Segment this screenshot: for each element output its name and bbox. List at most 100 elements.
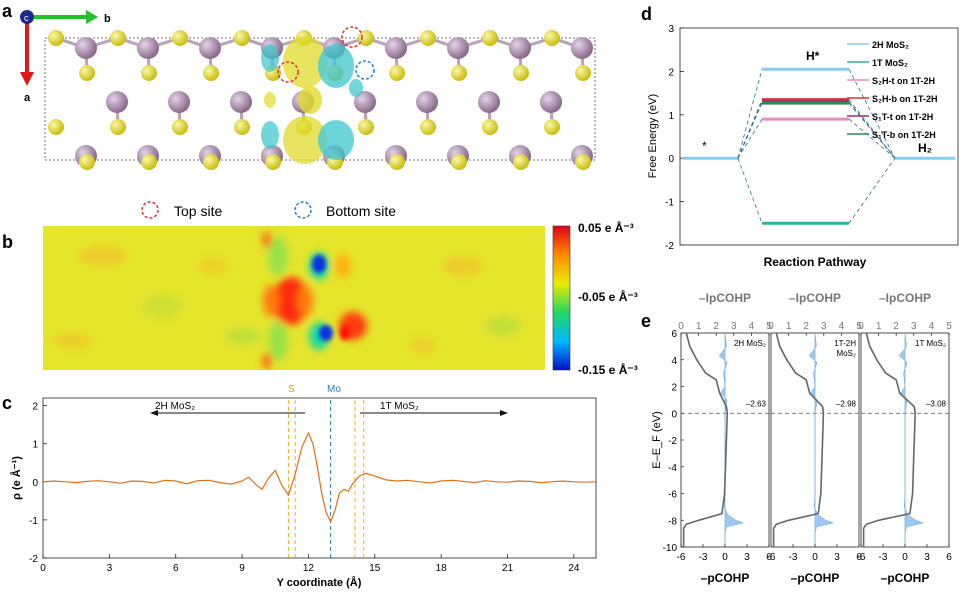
plot-d-ylabel: Free Energy (eV) [647,94,659,178]
bottom-tick-label: 0 [722,552,728,563]
panel-b: b [2,220,638,377]
subpanel-name: 1T-2H [834,339,856,348]
y-tick-label: 0 [668,154,674,165]
mo-atom [447,37,469,59]
icohp-value: –3.08 [926,400,947,409]
y-tick-label: 2 [32,402,38,413]
mo-atom [75,37,97,59]
panel-e-label: e [641,311,651,331]
s-atom [513,154,529,170]
arrow-2h-label: 2H MoS₂ [155,401,195,412]
connector [848,102,896,159]
s-atom [234,30,250,46]
mo-atom [478,91,500,113]
s-atom [203,154,219,170]
y-tick-label: -2 [668,436,677,447]
legend-top-site: Top site [174,203,222,219]
mo-atom [354,91,376,113]
s-atom [48,30,64,46]
bottom-tick-label: -3 [879,552,888,563]
top-tick-label: 5 [856,321,862,332]
plot-d-xlabel: Reaction Pathway [764,255,867,269]
pcohp-area [808,332,835,547]
mo-atom [540,91,562,113]
y-tick-label: 4 [671,356,677,367]
x-tick-label: 0 [40,563,46,574]
s-atom [172,119,188,135]
state-mid-label: H* [806,49,820,63]
connector [737,69,763,159]
top-tick-label: 4 [929,321,935,332]
top-tick-label: 0 [768,321,774,332]
top-tick-label: 0 [678,321,684,332]
top-site-marker-2 [277,61,299,83]
y-tick-label: -4 [668,463,677,474]
pcohp-area [898,332,925,547]
ipcohp-curve [682,332,729,547]
bottom-axis-label: –pCOHP [881,571,930,585]
y-tick-label: -1 [665,198,674,209]
top-tick-label: 3 [731,321,737,332]
top-axis-label: –IpCOHP [879,291,931,305]
s-atom [358,119,374,135]
charge-isosurface [261,36,363,164]
ipcohp-curve [862,332,917,547]
plot-d-frame [679,27,959,246]
plot-d-legend: 2H MoS₂ 1T MoS₂ S₂H-t on 1T-2H S₂H-b on 1T-… [847,40,938,140]
bottom-tick-label: -6 [677,552,686,563]
mo-atom [509,37,531,59]
mo-atom [230,91,252,113]
s-atom [513,65,529,81]
ipcohp-curve [772,332,825,547]
s-atom [451,65,467,81]
x-tick-label: 9 [239,563,245,574]
panel-d-label: d [641,4,652,24]
mo-atom [106,91,128,113]
s-atom [544,119,560,135]
subpanel-name: 1T MoS₂ [915,339,946,348]
panel-d: d -2 -1 0 1 2 3 2H MoS₂ 1T MoS₂ S₂H-t on 1T-2H S… [641,4,959,269]
colorbar-tick-mid: -0.05 e Å⁻³ [578,289,638,304]
top-tick-label: 3 [911,321,917,332]
s-atom [575,154,591,170]
bottom-tick-label: -6 [857,552,866,563]
top-tick-label: 1 [786,321,792,332]
site-legend: Top site Bottom site [141,201,396,219]
density-curve [42,431,597,524]
y-tick-label: 0 [32,478,38,489]
s-atom [451,154,467,170]
s-atom [389,65,405,81]
subpanel-name: 2H MoS₂ [734,339,766,348]
y-tick-label: 0 [671,409,677,420]
x-tick-label: 21 [502,563,514,574]
s-atom [389,154,405,170]
s-atom [141,65,157,81]
y-tick-label: 2 [671,383,677,394]
legend-entry: S₁T-b on 1T-2H [872,130,936,140]
plot-c-ylabel: ρ (e Å⁻¹) [10,456,23,500]
s-atom [575,65,591,81]
top-site-marker-1 [341,26,363,48]
icohp-value: –2.63 [746,400,767,409]
connector [848,101,896,159]
mo-atom [137,37,159,59]
plot-d-axes: -2 -1 0 1 2 3 [665,24,684,252]
s-atom [110,119,126,135]
bottom-tick-label: -6 [767,552,776,563]
y-tick-label: -8 [668,516,677,527]
y-tick-label: -2 [665,241,674,252]
top-tick-label: 2 [893,321,899,332]
s-atom [172,30,188,46]
axis-a-label: a [24,92,31,104]
s-atom [544,30,560,46]
top-axis-label: –IpCOHP [699,291,751,305]
x-tick-label: 6 [173,563,179,574]
colorbar-tick-bottom: -0.15 e Å⁻³ [578,362,638,377]
x-tick-label: 18 [436,563,448,574]
legend-bottom-site: Bottom site [326,203,396,219]
top-tick-label: 2 [803,321,809,332]
